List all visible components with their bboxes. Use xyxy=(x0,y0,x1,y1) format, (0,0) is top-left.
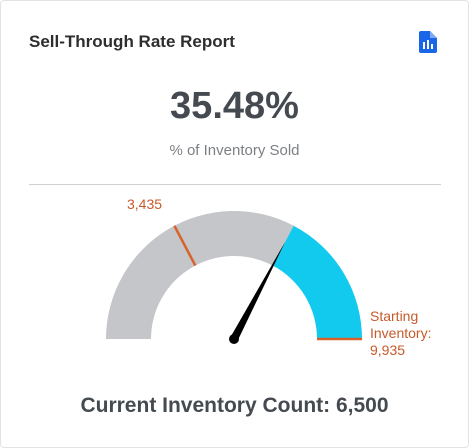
current-inventory-count: Current Inventory Count: 6,500 xyxy=(80,394,389,417)
gauge-marker-label: 3,435 xyxy=(127,196,163,212)
sell-through-percentage: 35.48% xyxy=(170,85,299,127)
divider xyxy=(29,184,441,185)
gauge-needle-hub xyxy=(229,334,239,344)
starting-inventory-line1: Starting xyxy=(370,308,419,324)
card-title: Sell-Through Rate Report xyxy=(29,32,235,51)
inventory-gauge xyxy=(106,211,362,344)
starting-inventory-value: 9,935 xyxy=(370,342,406,358)
gauge-fill xyxy=(272,225,362,339)
starting-inventory-label: Starting Inventory: 9,935 xyxy=(370,308,431,359)
gauge-marker-tick xyxy=(173,225,197,267)
sell-through-subtitle: % of Inventory Sold xyxy=(169,142,300,159)
gauge-needle xyxy=(230,241,286,341)
report-icon[interactable] xyxy=(419,31,437,53)
gauge-track xyxy=(106,211,294,339)
starting-inventory-line2: Inventory: xyxy=(370,325,432,341)
